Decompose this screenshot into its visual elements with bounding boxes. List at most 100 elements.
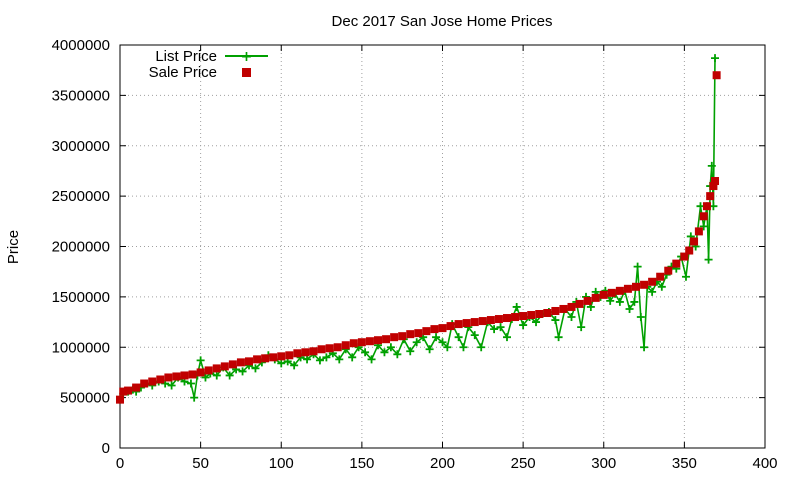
- sale-price-point: [607, 288, 616, 297]
- sale-price-point: [591, 293, 600, 302]
- sale-price-point: [382, 335, 391, 344]
- sale-price-point: [325, 344, 334, 353]
- list-price-point: [303, 355, 312, 364]
- list-price-point: [190, 393, 199, 402]
- y-tick-label: 4000000: [52, 37, 110, 54]
- sale-price-point: [438, 324, 447, 333]
- x-tick-label: 0: [116, 455, 124, 472]
- sale-price-point: [148, 377, 157, 386]
- list-price-point: [681, 272, 690, 281]
- list-price-point: [512, 302, 521, 311]
- sale-price-point: [422, 327, 431, 336]
- x-tick-label: 50: [192, 455, 209, 472]
- list-price-point: [348, 353, 357, 362]
- sale-price-point: [583, 296, 592, 305]
- sale-price-point: [519, 312, 528, 321]
- grid: [120, 45, 765, 448]
- x-tick-label: 100: [269, 455, 294, 472]
- sale-price-point: [454, 320, 463, 329]
- list-price-point: [225, 371, 234, 380]
- sale-price-point: [228, 360, 237, 369]
- list-price-point: [711, 54, 720, 63]
- list-price-line: [119, 58, 716, 400]
- sale-price-point: [406, 330, 415, 339]
- sale-price-point: [172, 372, 181, 381]
- list-price-point: [315, 356, 324, 365]
- sale-price-point: [317, 345, 326, 354]
- list-price-point: [167, 381, 176, 390]
- sale-price-point: [551, 306, 560, 315]
- y-tick-label: 3000000: [52, 138, 110, 155]
- list-price-point: [443, 343, 452, 352]
- sale-price-point: [711, 177, 720, 186]
- x-axis: 0 50 100 150 200 250 300 350 400: [116, 45, 778, 472]
- x-tick-label: 400: [752, 455, 777, 472]
- sale-price-point: [301, 348, 310, 357]
- list-price-point: [625, 304, 634, 313]
- y-tick-label: 2000000: [52, 239, 110, 256]
- sale-price-point: [694, 227, 703, 236]
- sale-price-point: [699, 212, 708, 221]
- list-price-point: [290, 361, 299, 370]
- legend-plus-marker: +: [241, 49, 253, 65]
- y-tick-label: 0: [102, 440, 110, 457]
- sale-price-point: [503, 314, 511, 323]
- y-tick-label: 1500000: [52, 289, 110, 306]
- sale-price-point: [196, 368, 205, 377]
- sale-price-point: [615, 286, 624, 295]
- y-tick-label: 1000000: [52, 339, 110, 356]
- sale-price-point: [220, 362, 229, 371]
- sale-price-point: [446, 322, 455, 331]
- list-price-point: [425, 345, 434, 354]
- list-price-point: [707, 161, 716, 170]
- sale-price-point: [511, 313, 520, 322]
- sale-price-point: [365, 337, 374, 346]
- sale-price-point: [656, 272, 665, 281]
- list-price-point: [432, 333, 441, 342]
- sale-price-point: [599, 290, 608, 299]
- y-tick-label: 500000: [60, 390, 110, 407]
- list-price-point: [532, 318, 541, 327]
- sale-price-point: [486, 316, 495, 325]
- list-price-point: [459, 343, 468, 352]
- legend: List Price + Sale Price: [149, 48, 268, 81]
- sale-price-point: [212, 364, 221, 373]
- legend-swatch-sale-price: [242, 68, 251, 77]
- sale-price-point: [648, 277, 657, 286]
- x-tick-label: 350: [672, 455, 697, 472]
- list-price-point: [386, 343, 395, 352]
- list-price-point: [490, 325, 499, 334]
- sale-price-point: [567, 302, 576, 311]
- sale-price-point: [535, 310, 544, 319]
- sale-price-point: [261, 354, 270, 363]
- sale-price-point: [690, 237, 699, 246]
- sale-price-point: [672, 259, 681, 268]
- sale-price-point: [119, 387, 128, 396]
- list-price-point: [438, 338, 447, 347]
- list-price-point: [251, 364, 260, 373]
- x-tick-label: 300: [591, 455, 616, 472]
- list-price-point: [412, 338, 421, 347]
- list-price-point: [554, 333, 563, 342]
- sale-price-point: [390, 333, 399, 342]
- series-sale-price: [116, 71, 721, 404]
- sale-price-point: [494, 315, 503, 324]
- list-price-point: [699, 222, 708, 231]
- sale-price-point: [349, 339, 358, 348]
- list-price-point: [470, 331, 479, 340]
- sale-price-point: [702, 202, 711, 211]
- sale-price-point: [470, 318, 479, 327]
- list-price-point: [201, 373, 210, 382]
- list-price-point: [615, 297, 624, 306]
- list-price-point: [367, 355, 376, 364]
- sale-price-point: [559, 304, 568, 313]
- legend-label-list-price: List Price: [155, 48, 217, 65]
- list-price-point: [551, 316, 560, 325]
- sale-price-point: [277, 352, 286, 361]
- list-price-point: [606, 296, 615, 305]
- sale-price-point: [341, 341, 350, 350]
- list-price-point: [477, 343, 486, 352]
- x-tick-label: 250: [511, 455, 536, 472]
- sale-price-point: [333, 343, 342, 352]
